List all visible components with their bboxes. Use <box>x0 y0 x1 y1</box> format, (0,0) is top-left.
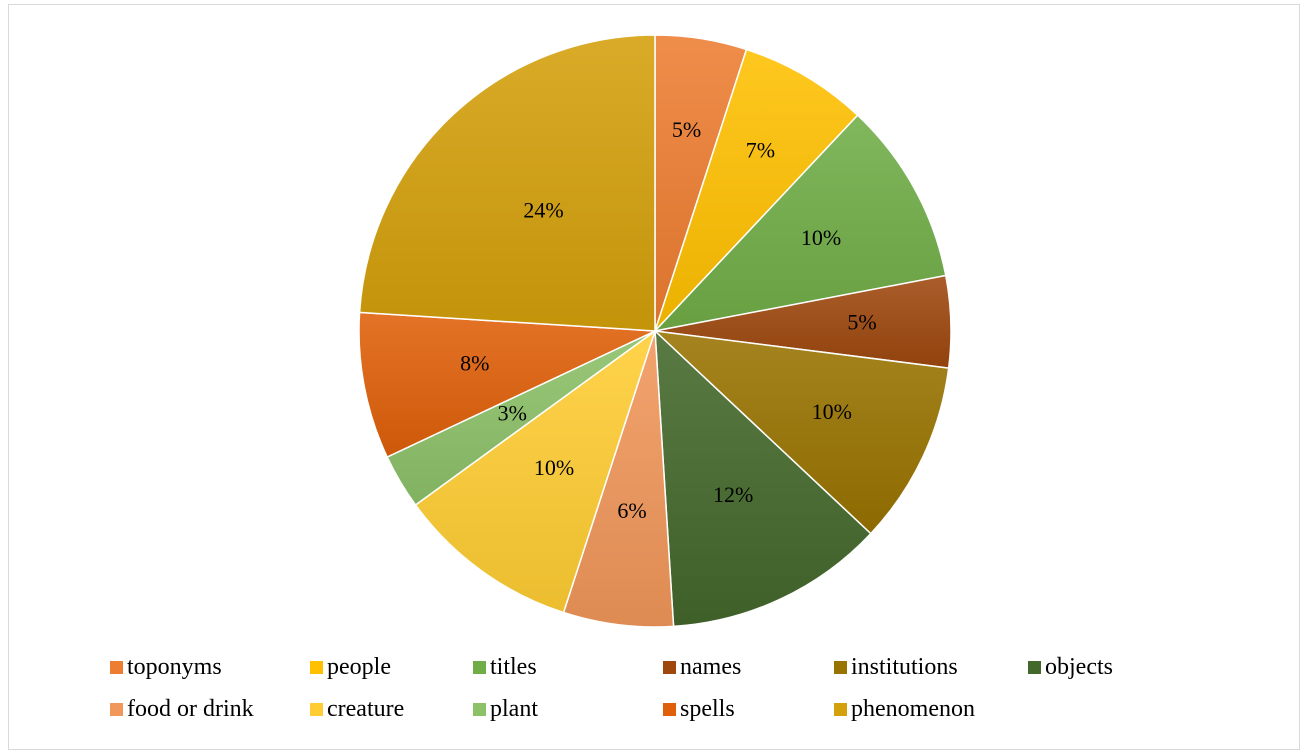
data-label-objects: 12% <box>713 482 753 507</box>
pie-slice-objects <box>654 329 872 628</box>
data-label-toponyms: 5% <box>672 117 701 142</box>
data-label-creature: 10% <box>534 455 574 480</box>
pie-slice-phenomenon <box>358 34 656 332</box>
chart-area: 5% 7% 10% 5% 10% 12% 6% 10% 3% 8% 24% toponyms peop… <box>8 4 1300 750</box>
pie-data-labels: 5% 7% 10% 5% 10% 12% 6% 10% 3% 8% 24% <box>460 117 877 523</box>
data-label-spells: 8% <box>460 350 489 375</box>
data-label-titles: 10% <box>801 225 841 250</box>
pie-slice-spells <box>358 311 656 459</box>
data-label-institutions: 10% <box>812 399 852 424</box>
pie-slices <box>358 34 952 628</box>
data-label-food-or-drink: 6% <box>617 498 646 523</box>
pie-slice-institutions <box>652 329 950 535</box>
data-label-names: 5% <box>847 310 876 335</box>
data-label-phenomenon: 24% <box>523 197 563 222</box>
pie-slice-creature <box>414 329 657 614</box>
pie-chart: 5% 7% 10% 5% 10% 12% 6% 10% 3% 8% 24% <box>358 34 952 628</box>
data-label-plant: 3% <box>498 400 527 425</box>
pie-slice-titles <box>652 114 947 333</box>
pie-slice-people <box>654 48 859 332</box>
data-label-people: 7% <box>746 138 775 163</box>
